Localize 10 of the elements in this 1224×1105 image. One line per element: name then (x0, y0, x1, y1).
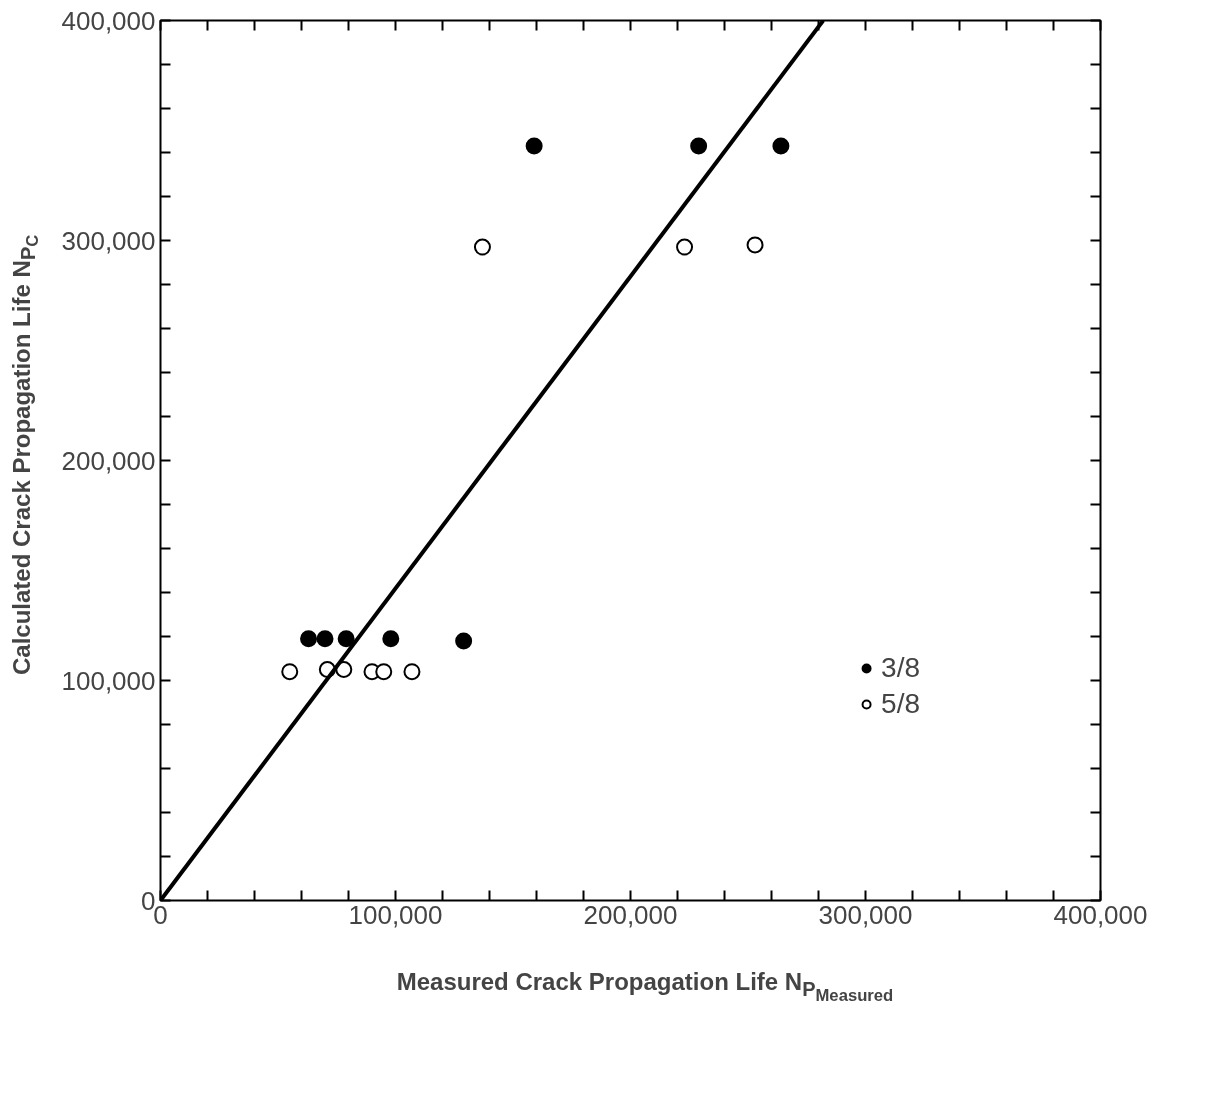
x-tick-label: 100,000 (348, 899, 443, 930)
y-tick-label: 100,000 (61, 665, 156, 696)
y-tick-label: 400,000 (61, 5, 156, 36)
x-tick-label: 300,000 (818, 899, 913, 930)
legend-label: 3/8 (881, 652, 920, 684)
y-tick-label: 300,000 (61, 225, 156, 256)
x-tick-label: 400,000 (1053, 899, 1148, 930)
legend-label: 5/8 (881, 688, 920, 720)
y-tick-label: 200,000 (61, 445, 156, 476)
x-tick-label: 200,000 (583, 899, 678, 930)
